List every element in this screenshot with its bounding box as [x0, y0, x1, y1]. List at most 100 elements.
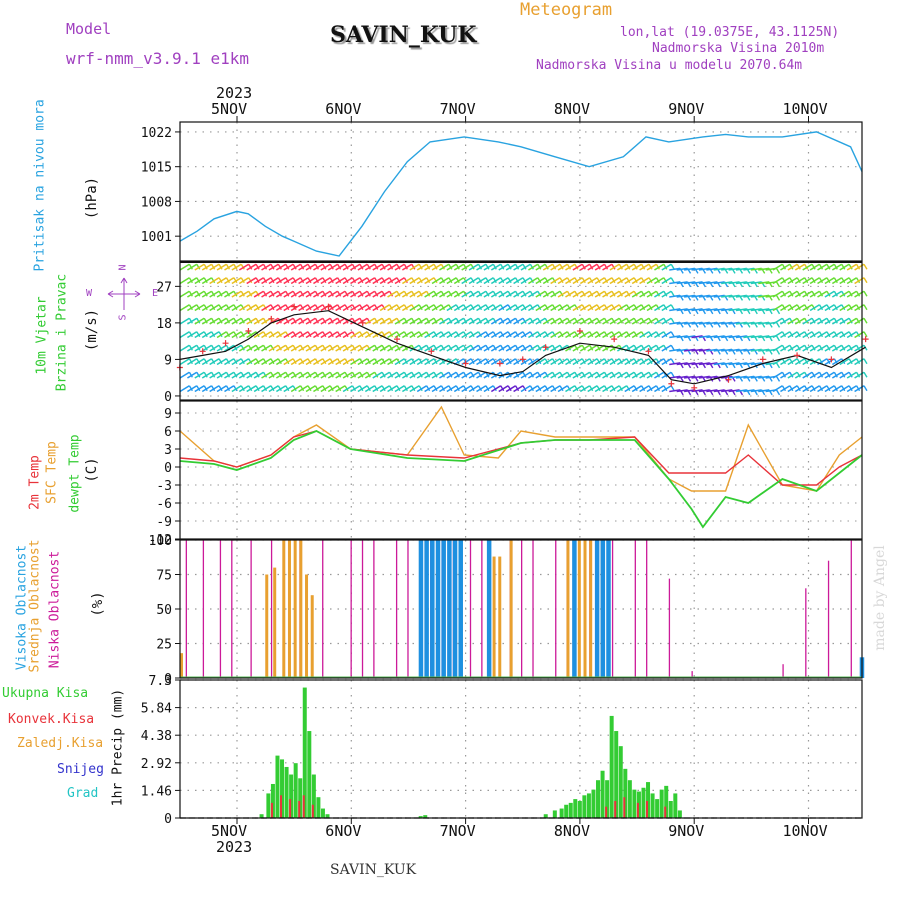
wind-barb-flag	[626, 304, 631, 311]
wind-barb-flag	[596, 263, 601, 270]
wind-barb	[498, 344, 509, 352]
wind-barb	[713, 321, 725, 325]
wind-barb	[446, 371, 457, 379]
wind-barb	[424, 304, 435, 312]
wind-barb-flag	[596, 277, 601, 284]
wind-barb	[809, 331, 820, 339]
wind-barb	[683, 321, 696, 325]
wind-barb	[609, 344, 620, 352]
wind-barb-flag	[433, 344, 438, 351]
y-tick-label: 1015	[141, 161, 172, 176]
wind-barb	[839, 358, 850, 366]
wind-barb	[387, 385, 398, 393]
wind-barb	[735, 348, 747, 352]
wind-barb-flag	[470, 277, 475, 284]
wind-barb-flag	[262, 290, 268, 297]
wind-barb	[557, 331, 568, 339]
wind-barb-flag	[337, 263, 342, 270]
precip-total-bar	[307, 731, 312, 818]
wind-barb-flag	[262, 344, 268, 351]
wind-barb	[446, 344, 457, 352]
wind-barb-flag	[240, 358, 245, 365]
wind-barb	[565, 317, 576, 325]
wind-barb-flag	[855, 331, 861, 338]
wind-barb	[824, 304, 835, 312]
wind-barb	[542, 317, 554, 325]
wind-barb-flag	[285, 317, 290, 324]
wind-barb	[750, 267, 762, 271]
wind-barb-flag	[796, 331, 801, 338]
wind-barb	[772, 371, 783, 379]
wind-barb-flag	[307, 317, 312, 324]
wind-barb	[550, 290, 561, 298]
wind-barb	[246, 344, 257, 352]
wind-barb	[275, 385, 287, 393]
wind-barb	[216, 371, 227, 379]
wind-barb	[379, 385, 390, 393]
wind-barb	[794, 277, 806, 285]
wind-barb	[201, 304, 213, 312]
precip-total-bar	[564, 804, 569, 818]
wind-barb-flag	[581, 371, 586, 378]
wind-barb	[394, 290, 405, 298]
wind-barb	[609, 358, 620, 366]
cloud-mid-bar	[299, 540, 303, 678]
x-date-label-bottom: 5NOV	[211, 822, 248, 840]
wind-barb	[661, 290, 672, 298]
wind-barb-flag	[611, 344, 616, 351]
precip-total-bar	[302, 687, 307, 818]
wind-gust-marker	[291, 303, 298, 310]
wind-barb-flag	[589, 344, 594, 351]
wind-barb	[542, 304, 554, 312]
wind-barb-flag	[477, 317, 483, 324]
wind-barb	[409, 290, 420, 298]
wind-barb	[535, 344, 546, 352]
wind-barb	[335, 317, 346, 325]
wind-barb-flag	[196, 277, 201, 284]
wind-barb	[431, 371, 442, 379]
wind-barb-flag	[381, 385, 386, 392]
wind-barb	[401, 290, 413, 298]
wind-barb	[743, 375, 755, 379]
wind-barb-flag	[818, 290, 824, 297]
wind-barb-flag	[455, 344, 460, 351]
wind-barb-flag	[663, 290, 668, 297]
wind-barb	[209, 358, 220, 366]
wind-barb-flag	[507, 358, 512, 365]
wind-barb-flag	[255, 290, 260, 297]
wind-barb	[735, 294, 747, 298]
wind-barb-flag	[351, 290, 357, 297]
wind-barb	[246, 358, 257, 366]
wind-barb-flag	[789, 358, 794, 365]
wind-barb	[698, 308, 710, 312]
wind-barb-flag	[359, 344, 364, 351]
cloud-low-bar	[322, 540, 324, 678]
wind-barb-flag	[196, 304, 201, 311]
wind-barb-flag	[366, 290, 371, 297]
wind-barb	[587, 263, 598, 271]
precip-side-label-3: Zaledj.Kisa	[17, 736, 104, 751]
wind-barb-flag	[262, 371, 268, 378]
wind-barb	[676, 362, 688, 366]
cloud-low-bar	[805, 588, 807, 678]
wind-barb	[446, 317, 457, 325]
wind-barb	[290, 317, 301, 325]
wind-barb	[594, 277, 605, 285]
precip-total-bar	[552, 810, 557, 818]
wind-barb	[194, 304, 205, 312]
wind-barb	[283, 263, 294, 271]
wind-barb	[439, 358, 450, 366]
wind-barb	[453, 304, 465, 312]
wind-barb-flag	[433, 290, 438, 297]
wind-barb-flag	[789, 331, 794, 338]
wind-barb	[669, 389, 681, 393]
wind-barb	[721, 375, 733, 379]
wind-barb-flag	[396, 331, 401, 338]
wind-barb-flag	[329, 371, 334, 378]
wind-barb-flag	[262, 317, 268, 324]
wind-barb	[298, 344, 309, 352]
wind-barb-flag	[789, 385, 794, 392]
wind-barb-flag	[544, 358, 549, 365]
wind-barb	[453, 277, 465, 285]
panel-frame	[179, 539, 863, 679]
